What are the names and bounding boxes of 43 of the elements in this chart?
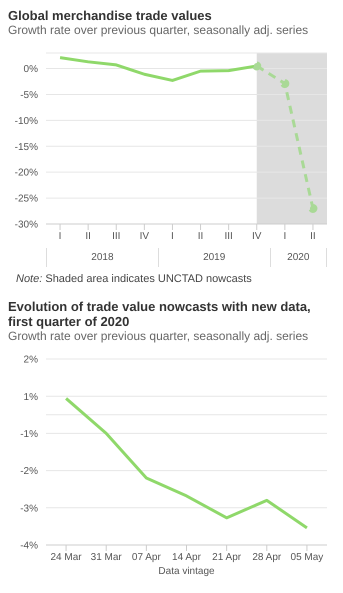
text: Note: Shaded area indicates UNCTAD nowcasts: [16, 273, 253, 285]
point: [280, 79, 290, 88]
x-tick-label: 07 Apr: [132, 552, 162, 564]
chart-title: Evolution of trade value nowcasts with new data, first quarter of 2020: [8, 299, 312, 329]
point: [252, 61, 262, 70]
y-tick-label: -10%: [14, 116, 38, 127]
y-tick-label: -3%: [20, 503, 38, 514]
y-tick-label: -1%: [20, 428, 38, 440]
y-tick-label: -5%: [20, 90, 38, 102]
y-tick-label: -4%: [20, 540, 38, 552]
x-tick-label: 28 Apr: [252, 552, 282, 564]
x-tick-label: 14 Apr: [172, 552, 202, 564]
y-tick-label: -30%: [14, 220, 38, 231]
x-tick-label: I: [171, 231, 174, 242]
x-tick-label: II: [310, 231, 316, 242]
y-tick-label: -2%: [20, 466, 38, 478]
y-tick-label: -20%: [14, 168, 38, 179]
y-tick-label: -25%: [14, 194, 38, 205]
x-tick-label: 21 Apr: [212, 552, 242, 564]
x-tick-label: 31 Mar: [90, 552, 122, 564]
y-tick-label: 2%: [24, 354, 38, 366]
x-tick-label: III: [224, 231, 233, 242]
chart-subtitle: Growth rate over previous quarter, seasonally adj. series: [8, 329, 310, 343]
x-tick-label: II: [198, 231, 204, 242]
x-tick-label: IV: [252, 231, 262, 242]
y-tick-label: 0%: [24, 64, 38, 76]
x-axis-title: Data vintage: [158, 566, 216, 577]
y-tick-label: 1%: [24, 392, 38, 403]
text: 2019: [158, 248, 270, 267]
x-tick-label: 05 May: [290, 552, 324, 564]
text: 2020: [270, 248, 327, 267]
text: 2018: [46, 248, 158, 267]
y-tick-label: -15%: [14, 142, 38, 153]
x-tick-label: II: [85, 231, 91, 242]
point: [308, 204, 318, 213]
chart-title: Global merchandise trade values: [8, 8, 213, 23]
x-tick-label: I: [283, 231, 286, 242]
x-tick-label: I: [58, 231, 62, 242]
line-series: [64, 396, 308, 530]
x-tick-label: III: [112, 231, 120, 242]
x-tick-label: 24 Mar: [50, 552, 82, 564]
x-tick-label: IV: [140, 231, 150, 242]
chart-subtitle: Growth rate over previous quarter, seasonally adj. series: [8, 23, 310, 37]
